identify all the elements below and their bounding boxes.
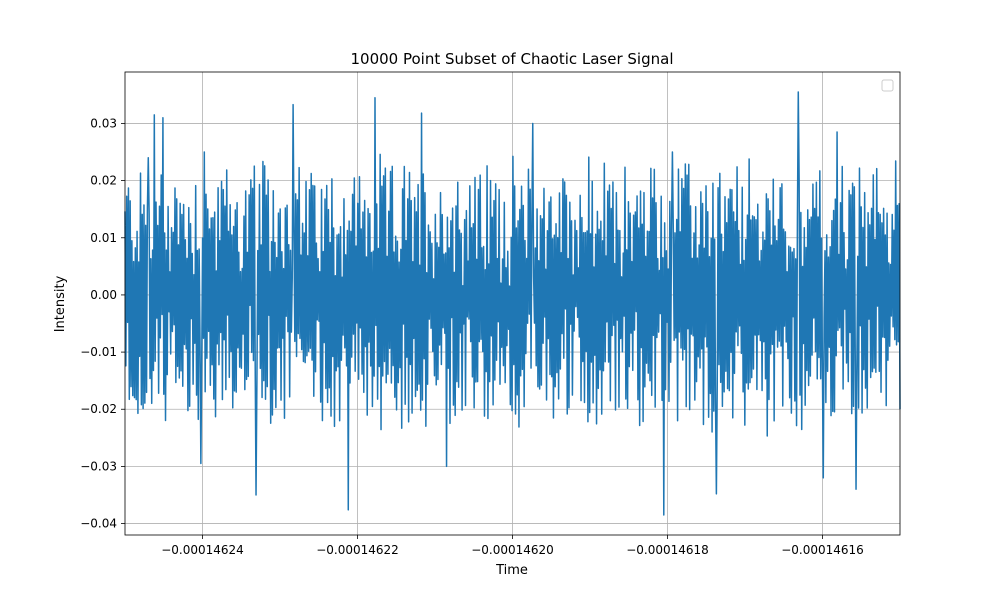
x-tick-label: −0.00014620 [471, 543, 554, 557]
x-tick-label: −0.00014622 [316, 543, 399, 557]
x-tick-label: −0.00014618 [626, 543, 709, 557]
chart-title: 10000 Point Subset of Chaotic Laser Sign… [351, 50, 674, 68]
plot-area [124, 91, 901, 516]
x-tick-label: −0.00014616 [781, 543, 864, 557]
y-tick-label: −0.03 [80, 459, 117, 473]
y-tick-label: −0.02 [80, 402, 117, 416]
y-tick-label: 0.00 [90, 288, 117, 302]
x-ticks: −0.00014624 −0.00014622 −0.00014620 −0.0001… [161, 535, 864, 557]
series-line [124, 91, 901, 516]
y-tick-label: 0.03 [90, 116, 117, 130]
x-tick-label: −0.00014624 [161, 543, 244, 557]
y-tick-label: 0.02 [90, 174, 117, 188]
y-ticks: −0.04 −0.03 −0.02 −0.01 0.00 0.01 0.02 0.03 [80, 116, 125, 531]
y-tick-label: −0.04 [80, 517, 117, 531]
x-axis-label: Time [495, 563, 528, 578]
legend-box [881, 79, 894, 92]
y-tick-label: 0.01 [90, 231, 117, 245]
y-axis-label: Intensity [53, 275, 68, 332]
y-tick-label: −0.01 [80, 345, 117, 359]
